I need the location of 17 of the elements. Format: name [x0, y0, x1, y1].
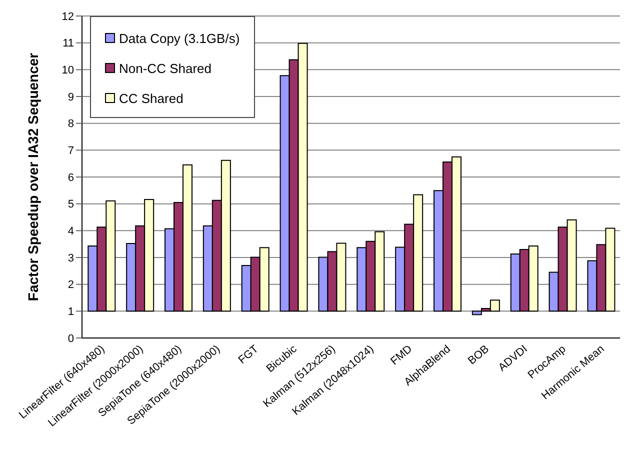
- legend-label: CC Shared: [119, 90, 184, 106]
- legend-label: Non-CC Shared: [119, 60, 212, 76]
- y-tick-label: 7: [68, 145, 74, 158]
- y-tick-label: 3: [68, 252, 74, 264]
- y-tick-label: 1: [68, 306, 74, 318]
- y-tick-label: 6: [68, 172, 74, 184]
- legend-label: Data Copy (3.1GB/s): [119, 30, 240, 46]
- y-tick-label: 9: [68, 91, 74, 104]
- y-tick-label: 12: [62, 10, 74, 23]
- y-tick-label: 11: [62, 38, 74, 50]
- y-tick-label: 8: [68, 118, 74, 130]
- y-tick-label: 5: [68, 198, 74, 211]
- y-tick-label: 4: [68, 226, 74, 238]
- y-tick-label: 2: [68, 279, 74, 292]
- y-axis-title: Factor Speedup over IA32 Sequencer: [24, 52, 41, 302]
- y-tick-label: 0: [68, 332, 74, 345]
- y-tick-label: 10: [62, 64, 74, 77]
